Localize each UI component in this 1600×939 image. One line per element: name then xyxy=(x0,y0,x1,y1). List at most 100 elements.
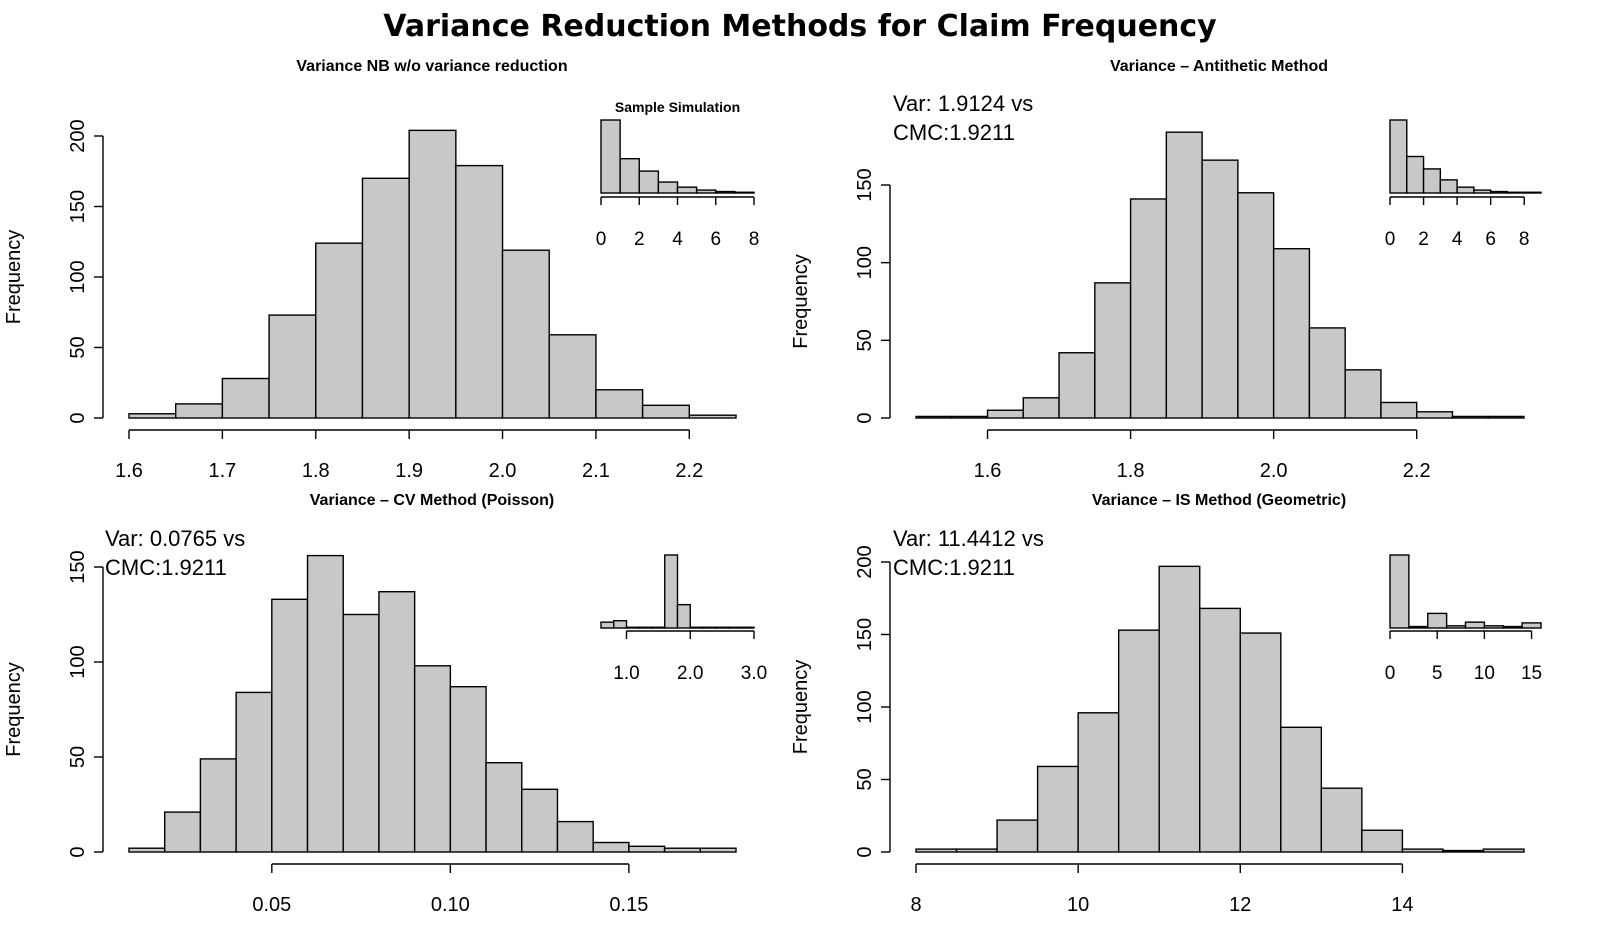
inset-x-tick-label: 2 xyxy=(634,229,645,250)
annotation-line: Var: 11.4412 vs xyxy=(893,526,1044,551)
histogram-bar xyxy=(1022,397,1060,419)
y-tick-label: 150 xyxy=(854,618,876,651)
inset-bar xyxy=(1408,625,1429,629)
inset-bar xyxy=(715,190,736,194)
inset-bar xyxy=(1406,155,1425,194)
inset-bar xyxy=(1439,179,1458,194)
inset-x-tick-label: 4 xyxy=(1452,229,1463,250)
inset-bar xyxy=(1422,168,1442,194)
histogram-bar xyxy=(413,665,452,853)
annotation-line: Var: 1.9124 vs xyxy=(893,91,1033,116)
histogram-bar xyxy=(271,598,309,853)
inset-histogram: 0 5 10 15 xyxy=(1385,554,1542,684)
inset-bar xyxy=(1464,621,1486,629)
x-tick-label: 1.6 xyxy=(115,460,143,482)
y-tick-label: 50 xyxy=(67,336,89,358)
histogram-bar xyxy=(1239,632,1282,853)
inset-bar xyxy=(638,626,653,629)
histogram-bar xyxy=(1058,352,1096,419)
y-tick-label: 0 xyxy=(854,846,876,857)
histogram-bar xyxy=(408,129,457,419)
histogram-bar xyxy=(1165,131,1203,419)
panel-4: Variance – IS Method (Geometric) 8 10 12 14 0… xyxy=(790,492,1542,916)
inset-x-tick-label: 6 xyxy=(1485,229,1496,250)
x-tick-label: 12 xyxy=(1229,894,1251,916)
y-tick-label: 100 xyxy=(67,260,89,293)
x-tick-label: 0.10 xyxy=(431,894,470,916)
panel-title: Variance – CV Method (Poisson) xyxy=(310,492,555,509)
histogram-bar xyxy=(1129,198,1168,419)
y-tick-label: 200 xyxy=(67,119,89,152)
histogram-bars xyxy=(915,565,1525,853)
y-tick-label: 150 xyxy=(854,168,876,201)
inset-bar xyxy=(734,191,755,194)
inset-histogram: 0 2 4 6 8 xyxy=(1385,119,1542,250)
histogram-bar xyxy=(592,841,630,853)
inset-bar xyxy=(638,170,660,194)
inset-x-tick-label: 3.0 xyxy=(741,663,767,684)
panel-title: Variance – IS Method (Geometric) xyxy=(1092,492,1346,509)
x-tick-label: 14 xyxy=(1391,894,1413,916)
histogram-bar xyxy=(1280,726,1323,853)
histogram-bar xyxy=(485,762,523,853)
inset-bar xyxy=(1506,191,1525,194)
inset-histogram: Sample Simulation 0 2 4 6 8 xyxy=(596,99,760,250)
histogram-bar xyxy=(1451,415,1489,419)
histogram-bar xyxy=(1199,607,1241,853)
x-tick-label: 1.8 xyxy=(302,460,330,482)
inset-bar xyxy=(702,626,717,629)
y-tick-label: 50 xyxy=(854,329,876,351)
x-tick-label: 10 xyxy=(1067,894,1089,916)
histogram-bar xyxy=(1117,629,1160,853)
histogram-bar xyxy=(164,811,202,853)
histogram-bar xyxy=(955,848,998,853)
inset-x-tick-label: 8 xyxy=(1519,229,1530,250)
inset-bar xyxy=(727,626,742,629)
histogram-bar xyxy=(342,613,380,853)
inset-x-tick-label: 5 xyxy=(1432,663,1443,684)
histogram-bar xyxy=(1272,247,1311,419)
variance-annotation: Var: 11.4412 vs CMC:1.9211 xyxy=(893,526,1044,580)
histogram-bar xyxy=(306,554,344,853)
histogram-bar xyxy=(1308,327,1346,419)
inset-bar xyxy=(1521,622,1542,629)
histogram-bar xyxy=(628,845,666,853)
histogram-bar xyxy=(1320,787,1363,853)
panel-1: Variance NB w/o variance reduction 1.6 1.7… xyxy=(3,58,759,482)
x-tick-label: 1.8 xyxy=(1117,460,1145,482)
inset-bar xyxy=(1389,119,1408,194)
histogram-bars xyxy=(128,129,737,419)
histogram-bar xyxy=(361,177,410,419)
inset-title: Sample Simulation xyxy=(615,99,740,115)
inset-bar xyxy=(715,626,730,629)
histogram-bar xyxy=(663,847,701,853)
x-tick-label: 1.6 xyxy=(974,460,1002,482)
x-tick-label: 1.7 xyxy=(208,460,236,482)
inset-bar xyxy=(676,186,698,194)
inset-x-tick-label: 0 xyxy=(1385,663,1396,684)
histogram-bar xyxy=(1158,565,1201,853)
y-axis: 0 50 100 150 xyxy=(67,550,104,858)
histogram-bar xyxy=(688,414,737,419)
inset-bar xyxy=(1445,625,1467,629)
inset-bar xyxy=(651,626,666,629)
histogram-bar xyxy=(174,403,224,419)
histogram-bar xyxy=(915,848,958,853)
histogram-bar xyxy=(315,242,364,419)
inset-bar xyxy=(1456,186,1475,194)
figure-title: Variance Reduction Methods for Claim Fre… xyxy=(383,9,1217,44)
y-tick-label: 150 xyxy=(67,550,89,583)
y-axis-label: Frequency xyxy=(3,662,25,757)
panels-group: Variance NB w/o variance reduction 1.6 1.7… xyxy=(3,58,1542,916)
histogram-bar xyxy=(548,334,597,419)
histogram-bar xyxy=(1487,415,1525,419)
y-axis-label: Frequency xyxy=(3,230,25,325)
x-tick-label: 2.2 xyxy=(675,460,703,482)
annotation-line: CMC:1.9211 xyxy=(105,555,227,580)
panel-title: Variance – Antithetic Method xyxy=(1110,58,1328,75)
y-axis: 0 50 100 150 200 xyxy=(67,119,104,424)
inset-x-tick-label: 4 xyxy=(672,229,683,250)
annotation-line: CMC:1.9211 xyxy=(893,555,1015,580)
histogram-bar xyxy=(951,415,989,419)
